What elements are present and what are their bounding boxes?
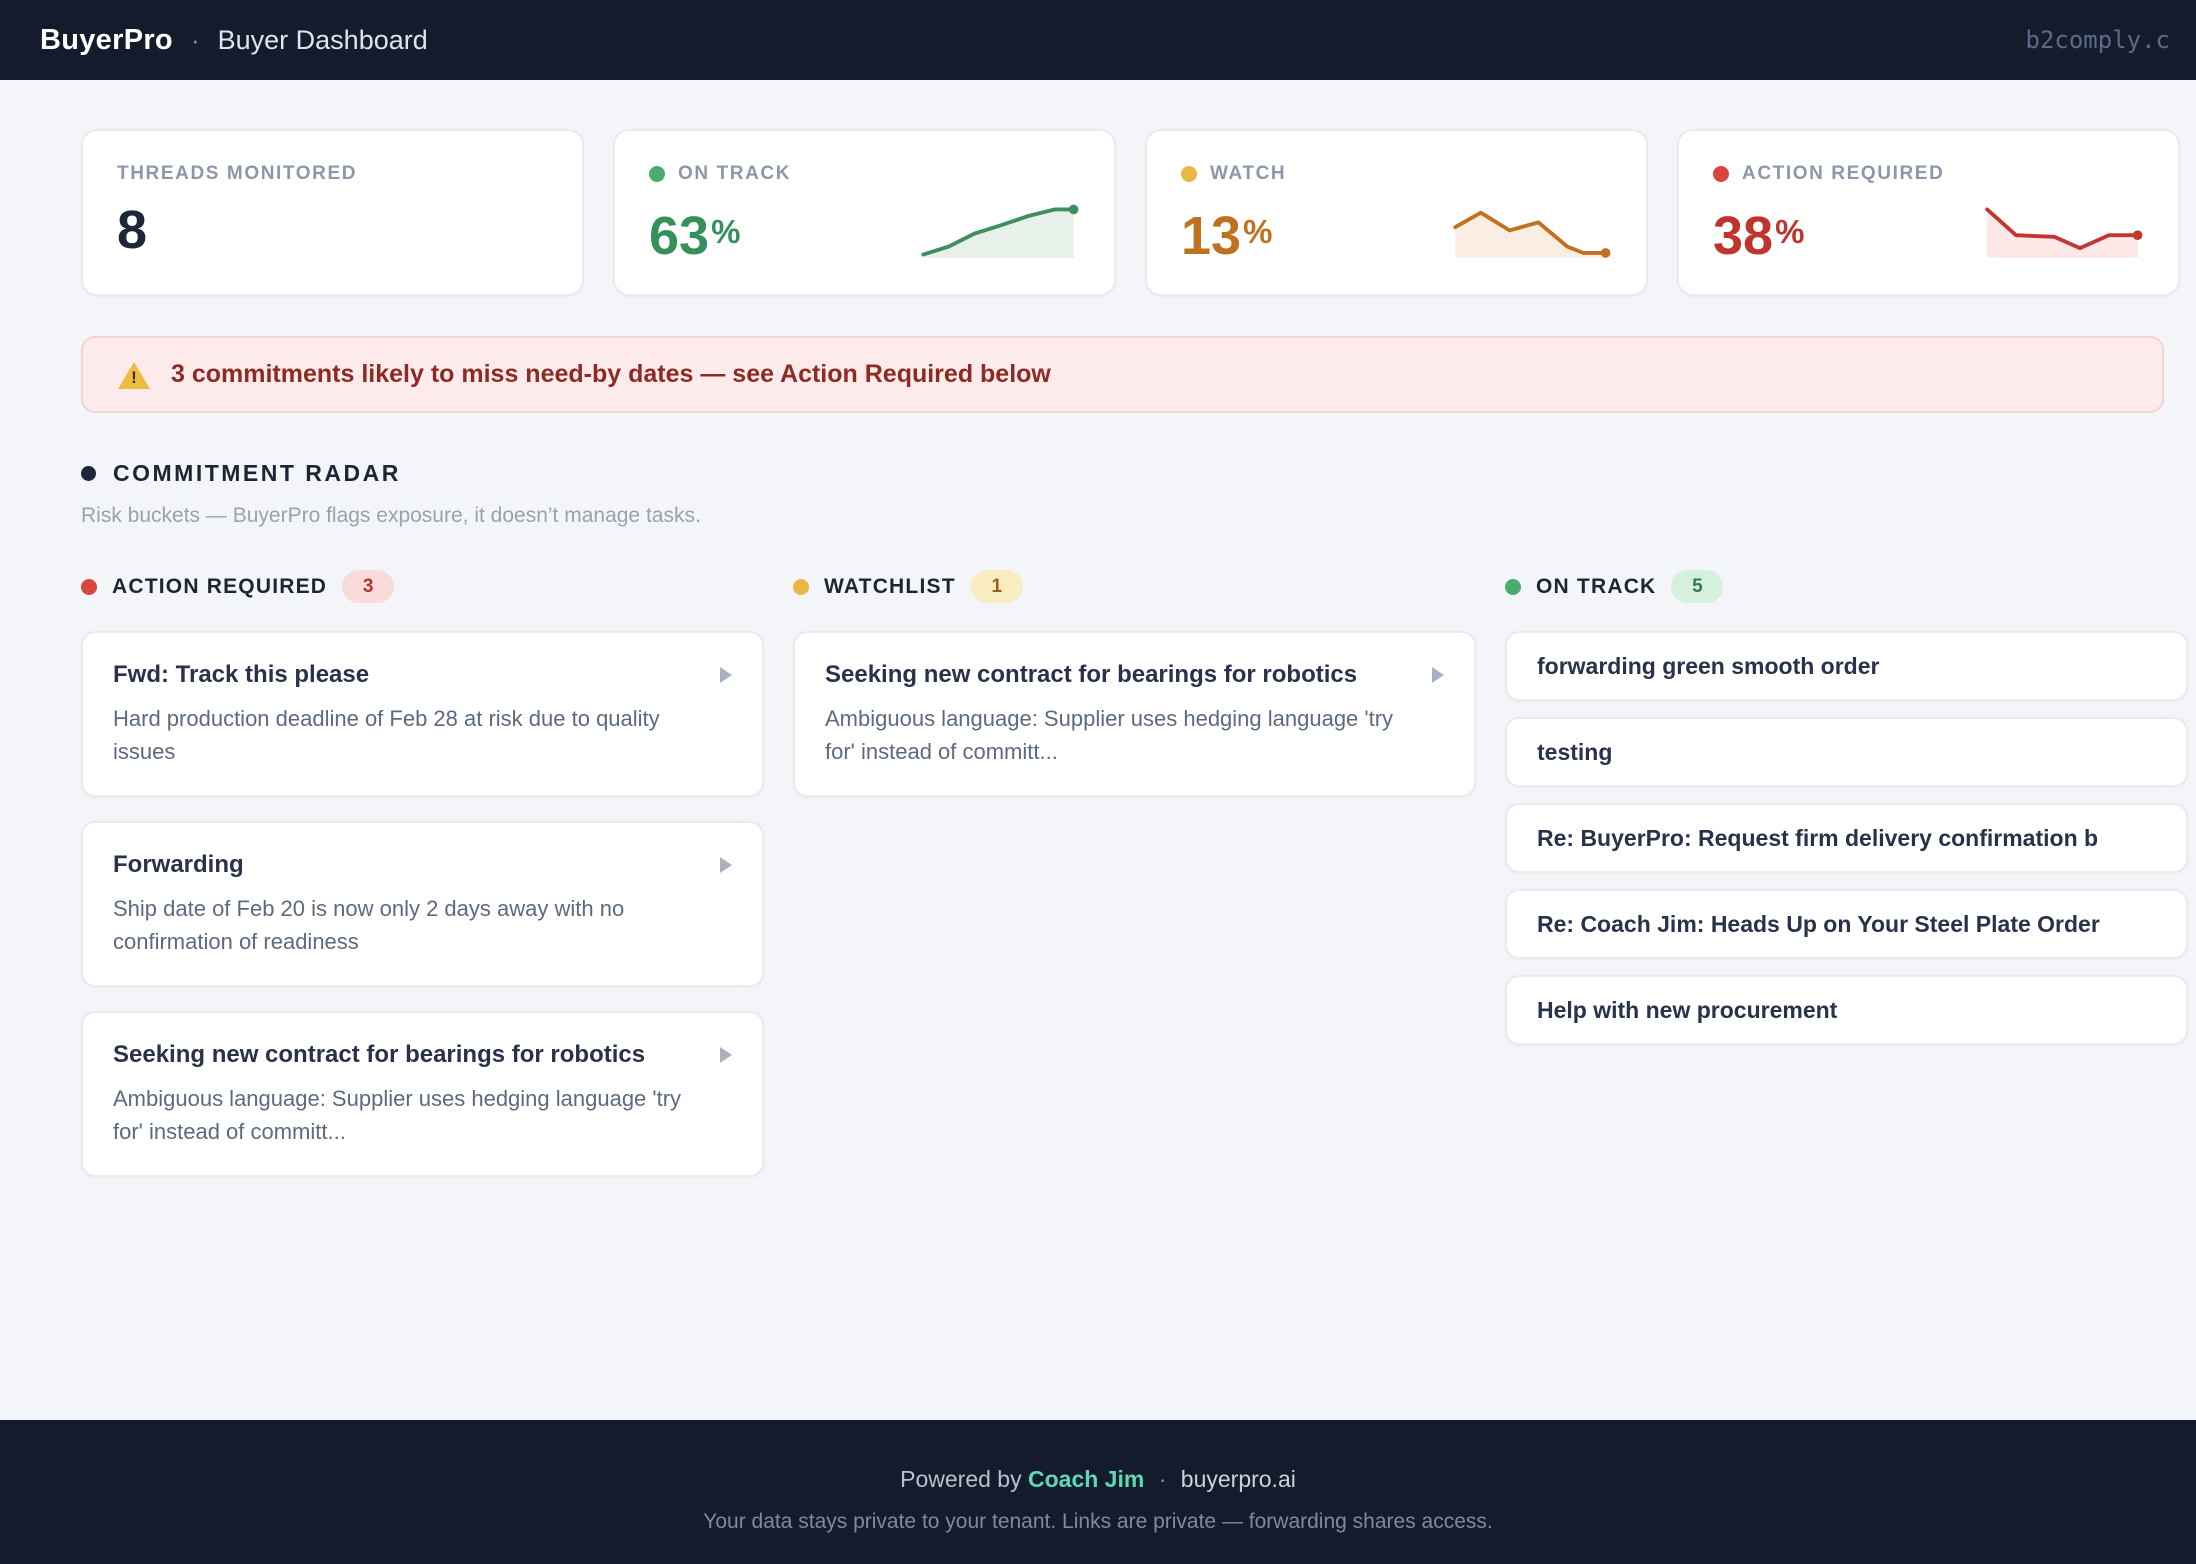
thread-title: Seeking new contract for bearings for ro… xyxy=(113,1041,646,1069)
section-subtitle: Risk buckets — BuyerPro flags exposure, … xyxy=(81,504,701,527)
thread-title: Seeking new contract for bearings for ro… xyxy=(825,661,1358,688)
open-thread-arrow-icon[interactable] xyxy=(720,667,732,683)
stat-card-action-required: ACTION REQUIRED 38% xyxy=(1677,129,2180,296)
buyerpro-site-label: buyerpro.ai xyxy=(1180,1466,1296,1492)
thread-card[interactable]: testing xyxy=(1505,717,2188,787)
thread-summary: Hard production deadline of Feb 28 at ri… xyxy=(113,706,660,764)
count-badge: 5 xyxy=(1671,570,1724,603)
amber-status-dot-icon xyxy=(793,578,809,595)
header-separator: · xyxy=(190,24,200,55)
risk-alert-banner: ! 3 commitments likely to miss need-by d… xyxy=(81,336,2164,413)
open-thread-arrow-icon[interactable] xyxy=(1432,667,1444,683)
powered-by-label: Powered by xyxy=(900,1466,1022,1492)
on-track-sparkline xyxy=(920,203,1080,261)
thread-summary: Ambiguous language: Supplier uses hedgin… xyxy=(825,706,1394,764)
stats-row: THREADS MONITORED 8 ON TRACK 63% WATCH 1… xyxy=(81,129,2196,296)
column-header: WATCHLIST 1 xyxy=(793,570,1476,603)
top-bar: BuyerPro · Buyer Dashboard b2comply.c xyxy=(0,0,2196,80)
thread-title: Re: BuyerPro: Request firm delivery conf… xyxy=(1537,824,2099,851)
column-on-track: ON TRACK 5 forwarding green smooth order… xyxy=(1505,570,2188,1061)
count-badge: 3 xyxy=(342,570,395,603)
thread-title: forwarding green smooth order xyxy=(1537,652,1880,679)
column-action-required: ACTION REQUIRED 3 Fwd: Track this please… xyxy=(81,570,764,1201)
thread-card[interactable]: Seeking new contract for bearings for ro… xyxy=(81,1011,764,1178)
footer-powered-by: Powered by Coach Jim · buyerpro.ai xyxy=(0,1466,2196,1493)
column-name: ON TRACK xyxy=(1536,574,1657,598)
column-header: ON TRACK 5 xyxy=(1505,570,2188,603)
stat-label: ACTION REQUIRED xyxy=(1742,163,1945,184)
thread-summary: Ambiguous language: Supplier uses hedgin… xyxy=(113,1086,682,1144)
warning-icon: ! xyxy=(117,360,151,390)
count-badge: 1 xyxy=(970,570,1023,603)
thread-title: Fwd: Track this please xyxy=(113,661,370,688)
red-status-dot-icon xyxy=(81,578,97,595)
column-name: WATCHLIST xyxy=(824,574,956,598)
footer: Powered by Coach Jim · buyerpro.ai Your … xyxy=(0,1420,2196,1564)
green-status-dot-icon xyxy=(649,166,665,182)
stat-label: WATCH xyxy=(1210,163,1287,184)
red-status-dot-icon xyxy=(1713,166,1729,182)
green-status-dot-icon xyxy=(1505,578,1521,595)
column-watchlist: WATCHLIST 1 Seeking new contract for bea… xyxy=(793,570,1476,821)
thread-card[interactable]: Seeking new contract for bearings for ro… xyxy=(793,631,1476,798)
section-title: COMMITMENT RADAR xyxy=(113,460,401,486)
stat-value: 38% xyxy=(1713,206,1805,266)
thread-title: Forwarding xyxy=(113,851,244,879)
column-header: ACTION REQUIRED 3 xyxy=(81,570,764,603)
thread-card[interactable]: Fwd: Track this please Hard production d… xyxy=(81,631,764,798)
thread-card[interactable]: forwarding green smooth order xyxy=(1505,631,2188,701)
bullet-icon xyxy=(81,466,96,481)
thread-card[interactable]: Forwarding Ship date of Feb 20 is now on… xyxy=(81,821,764,988)
action-required-sparkline xyxy=(1984,203,2144,261)
app-logo: BuyerPro xyxy=(40,23,173,56)
coach-jim-brand: Coach Jim xyxy=(1028,1466,1145,1492)
open-thread-arrow-icon[interactable] xyxy=(720,857,732,874)
thread-card[interactable]: Help with new procurement xyxy=(1505,975,2188,1045)
tenant-domain-label: b2comply.c xyxy=(2025,26,2171,54)
stat-value: 8 xyxy=(117,200,148,260)
alert-text: 3 commitments likely to miss need-by dat… xyxy=(171,360,1051,388)
stat-value: 13% xyxy=(1181,206,1273,266)
risk-buckets: ACTION REQUIRED 3 Fwd: Track this please… xyxy=(81,570,2196,1201)
page-title: Buyer Dashboard xyxy=(217,24,428,55)
footer-separator: · xyxy=(1158,1466,1167,1492)
footer-privacy-note: Your data stays private to your tenant. … xyxy=(703,1510,1493,1533)
stat-card-on-track: ON TRACK 63% xyxy=(613,129,1116,296)
thread-card[interactable]: Re: BuyerPro: Request firm delivery conf… xyxy=(1505,803,2188,873)
open-thread-arrow-icon[interactable] xyxy=(720,1047,732,1064)
thread-title: testing xyxy=(1537,738,1613,765)
amber-status-dot-icon xyxy=(1181,166,1197,182)
thread-card[interactable]: Re: Coach Jim: Heads Up on Your Steel Pl… xyxy=(1505,889,2188,959)
watch-sparkline xyxy=(1452,203,1612,261)
thread-title: Help with new procurement xyxy=(1537,996,1838,1023)
stat-label: THREADS MONITORED xyxy=(117,163,358,184)
column-name: ACTION REQUIRED xyxy=(112,574,328,598)
thread-summary: Ship date of Feb 20 is now only 2 days a… xyxy=(113,896,625,954)
stat-value: 63% xyxy=(649,206,741,266)
stat-label: ON TRACK xyxy=(678,163,792,184)
commitment-radar-header: COMMITMENT RADAR xyxy=(81,460,2196,487)
thread-title: Re: Coach Jim: Heads Up on Your Steel Pl… xyxy=(1537,910,2100,937)
stat-card-threads-monitored: THREADS MONITORED 8 xyxy=(81,129,584,296)
stat-card-watch: WATCH 13% xyxy=(1145,129,1648,296)
